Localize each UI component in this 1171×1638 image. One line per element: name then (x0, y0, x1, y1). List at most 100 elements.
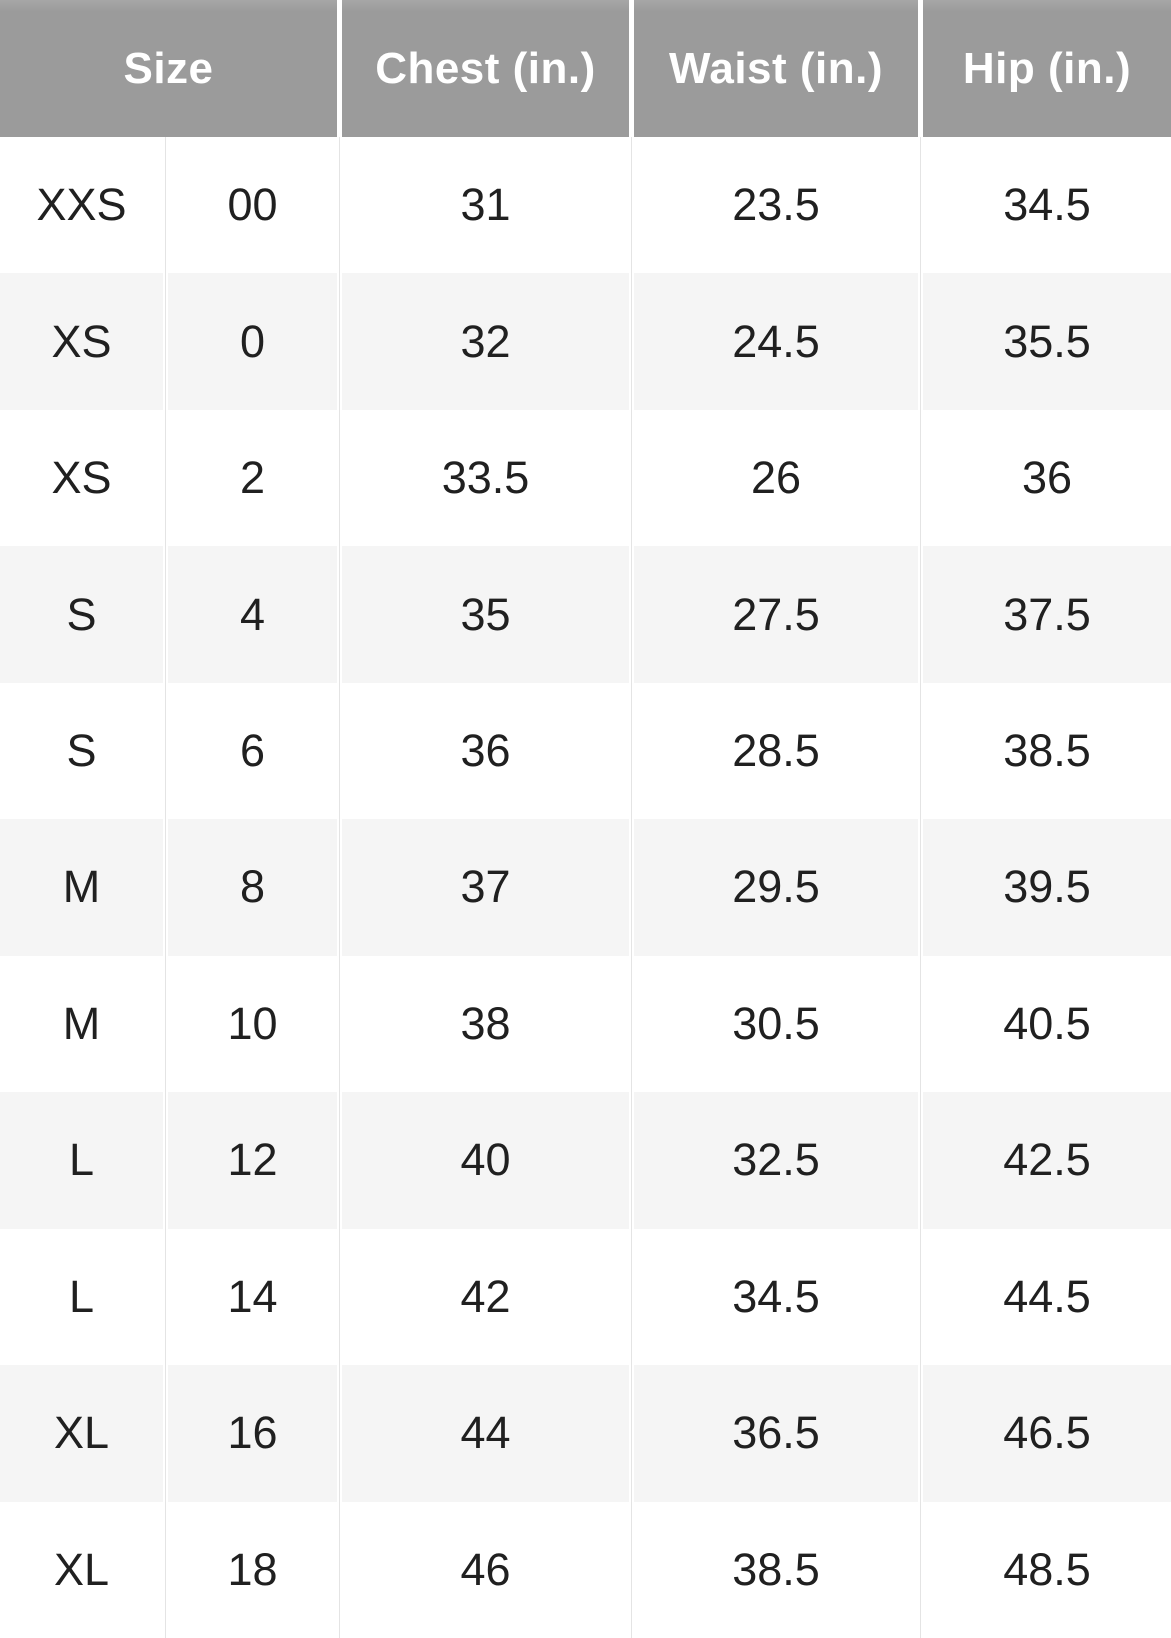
column-divider (337, 546, 342, 683)
column-divider (337, 682, 342, 820)
column-divider (337, 1228, 342, 1366)
size-number-cell: 6 (168, 682, 337, 820)
chest-value-cell: 35 (342, 546, 629, 683)
column-divider (337, 1365, 342, 1502)
size-letter-cell: XL (0, 1365, 163, 1502)
size-letter-cell: XS (0, 273, 163, 410)
column-divider (337, 819, 342, 956)
column-divider (337, 137, 342, 274)
column-divider (163, 1365, 168, 1502)
column-divider (918, 546, 923, 683)
table-row: XS 0 32 24.5 35.5 (0, 273, 1171, 410)
column-divider (629, 1092, 634, 1229)
chest-value-cell: 42 (342, 1228, 629, 1366)
column-divider (918, 137, 923, 274)
waist-value-cell: 27.5 (634, 546, 918, 683)
chest-value-cell: 44 (342, 1365, 629, 1502)
table-row: M 10 38 30.5 40.5 (0, 955, 1171, 1093)
column-divider (629, 409, 634, 547)
table-body: XXS 00 31 23.5 34.5 XS 0 32 24.5 35.5 XS… (0, 137, 1171, 1638)
hip-value-cell: 46.5 (923, 1365, 1171, 1502)
column-divider (629, 137, 634, 274)
column-divider (163, 546, 168, 683)
header-cell-chest: Chest (in.) (342, 0, 629, 137)
column-divider (918, 409, 923, 547)
column-divider (918, 273, 923, 410)
chest-value-cell: 32 (342, 273, 629, 410)
table-header-row: Size Chest (in.) Waist (in.) Hip (in.) (0, 0, 1171, 137)
size-letter-cell: L (0, 1228, 163, 1366)
column-divider (163, 819, 168, 956)
header-cell-hip: Hip (in.) (923, 0, 1171, 137)
size-number-cell: 10 (168, 955, 337, 1093)
column-divider (918, 1501, 923, 1638)
column-divider (337, 409, 342, 547)
size-letter-cell: L (0, 1092, 163, 1229)
size-number-cell: 00 (168, 137, 337, 274)
waist-value-cell: 36.5 (634, 1365, 918, 1502)
chest-value-cell: 36 (342, 682, 629, 820)
hip-value-cell: 36 (923, 409, 1171, 547)
column-divider (629, 546, 634, 683)
column-divider (163, 137, 168, 274)
header-column-divider (337, 0, 342, 137)
hip-value-cell: 40.5 (923, 955, 1171, 1093)
table-row: M 8 37 29.5 39.5 (0, 819, 1171, 956)
column-divider (918, 1092, 923, 1229)
waist-value-cell: 29.5 (634, 819, 918, 956)
size-number-cell: 12 (168, 1092, 337, 1229)
hip-value-cell: 39.5 (923, 819, 1171, 956)
header-waist-label: Waist (in.) (668, 43, 884, 93)
size-letter-cell: XXS (0, 137, 163, 274)
column-divider (629, 1501, 634, 1638)
waist-value-cell: 30.5 (634, 955, 918, 1093)
column-divider (629, 819, 634, 956)
chest-value-cell: 31 (342, 137, 629, 274)
table-row: XL 18 46 38.5 48.5 (0, 1501, 1171, 1638)
header-size-label: Size (123, 43, 214, 93)
table-row: S 6 36 28.5 38.5 (0, 682, 1171, 820)
size-letter-cell: XL (0, 1501, 163, 1638)
waist-value-cell: 34.5 (634, 1228, 918, 1366)
waist-value-cell: 32.5 (634, 1092, 918, 1229)
size-number-cell: 2 (168, 409, 337, 547)
header-chest-label: Chest (in.) (375, 43, 596, 93)
size-number-cell: 4 (168, 546, 337, 683)
size-letter-cell: XS (0, 409, 163, 547)
column-divider (629, 273, 634, 410)
column-divider (337, 955, 342, 1093)
size-number-cell: 18 (168, 1501, 337, 1638)
chest-value-cell: 33.5 (342, 409, 629, 547)
hip-value-cell: 34.5 (923, 137, 1171, 274)
hip-value-cell: 42.5 (923, 1092, 1171, 1229)
header-hip-label: Hip (in.) (962, 43, 1132, 93)
column-divider (163, 1092, 168, 1229)
table-row: L 12 40 32.5 42.5 (0, 1092, 1171, 1229)
size-letter-cell: M (0, 819, 163, 956)
column-divider (918, 1365, 923, 1502)
column-divider (163, 1501, 168, 1638)
hip-value-cell: 44.5 (923, 1228, 1171, 1366)
header-column-divider (918, 0, 923, 137)
column-divider (163, 682, 168, 820)
table-row: XXS 00 31 23.5 34.5 (0, 137, 1171, 274)
header-cell-size: Size (0, 0, 337, 137)
size-number-cell: 8 (168, 819, 337, 956)
chest-value-cell: 37 (342, 819, 629, 956)
hip-value-cell: 35.5 (923, 273, 1171, 410)
waist-value-cell: 38.5 (634, 1501, 918, 1638)
column-divider (629, 682, 634, 820)
column-divider (163, 409, 168, 547)
header-cell-waist: Waist (in.) (634, 0, 918, 137)
waist-value-cell: 28.5 (634, 682, 918, 820)
column-divider (918, 955, 923, 1093)
column-divider (918, 682, 923, 820)
column-divider (163, 1228, 168, 1366)
column-divider (918, 1228, 923, 1366)
size-number-cell: 14 (168, 1228, 337, 1366)
column-divider (629, 1228, 634, 1366)
column-divider (337, 1092, 342, 1229)
chest-value-cell: 46 (342, 1501, 629, 1638)
column-divider (337, 273, 342, 410)
size-number-cell: 16 (168, 1365, 337, 1502)
